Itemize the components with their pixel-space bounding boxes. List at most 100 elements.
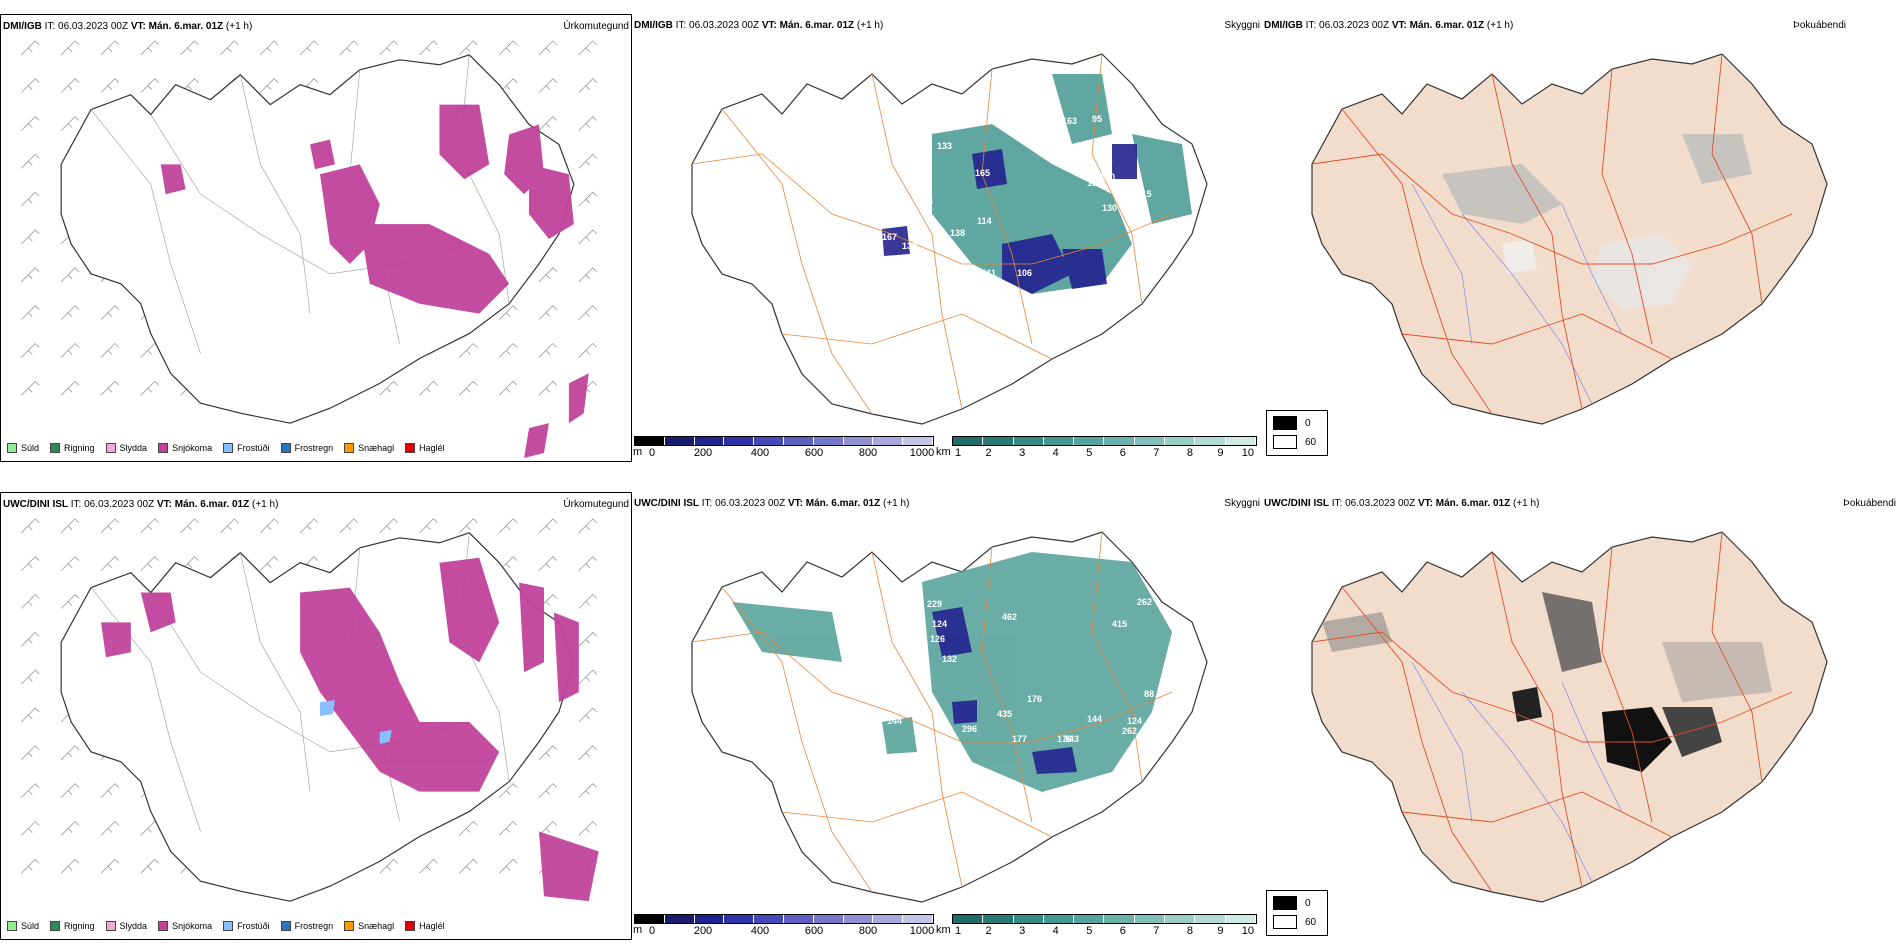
- visibility-ticks: 1 2 3 4 5 6 7 8 9 10: [955, 447, 1254, 459]
- wind-barb-icon: [60, 305, 80, 320]
- wind-barb-icon: [498, 380, 518, 396]
- wind-barb-icon: [180, 78, 199, 93]
- wind-barb-icon: [220, 40, 239, 56]
- wind-barb-icon: [578, 518, 598, 534]
- panel-header: UWC/DINI ISL IT: 06.03.2023 00Z VT: Mán.…: [634, 498, 910, 509]
- coastline: [1311, 53, 1828, 425]
- legend-swatch: [50, 921, 61, 931]
- legend-swatch: [280, 921, 291, 931]
- visibility-scale-bar: [952, 436, 1257, 446]
- road-network: [1311, 53, 1793, 415]
- wind-barb-icon: [538, 267, 558, 283]
- wind-barb-icon: [339, 40, 359, 56]
- visibility-value-label: 111: [982, 268, 996, 278]
- legend-item: Haglél: [405, 443, 445, 453]
- visibility-unit: km: [936, 446, 951, 458]
- visibility-value-label: 130: [902, 241, 917, 251]
- wind-barb-icon: [60, 380, 80, 396]
- visibility-value-label: 118: [1098, 156, 1113, 166]
- precip-type-map: [21, 40, 598, 459]
- cloud-base-areas: [882, 144, 1137, 294]
- legend-item: Slydda: [105, 921, 147, 931]
- legend-item: Slydda: [105, 443, 147, 453]
- visibility-value-label: 176: [1057, 734, 1072, 744]
- wind-barb-icon: [379, 40, 398, 56]
- visibility-scale: km 1 2 3 4 5 6 7 8 9 10: [936, 436, 1257, 460]
- panel-variable-title: Þokuábendi: [1793, 20, 1846, 31]
- wind-barb-icon: [259, 78, 279, 93]
- visibility-value-label: 160: [1100, 172, 1115, 182]
- wind-barb-icon: [60, 593, 80, 609]
- precip-type-legend: Súld Rigning Slydda Snjókoma Frostúði Fr…: [7, 921, 445, 931]
- wind-barb-icon: [21, 191, 40, 207]
- legend-swatch: [105, 921, 116, 931]
- precip-type-map: [21, 518, 599, 902]
- legend-item: Frostúði: [223, 443, 270, 453]
- wind-barb-icon: [21, 518, 40, 534]
- wind-barb-icon: [60, 556, 80, 571]
- wind-barb-icon: [578, 267, 598, 283]
- fog-map: [1311, 53, 1828, 425]
- fog-legend-item: 60: [1273, 915, 1316, 929]
- wind-barb-icon: [459, 518, 478, 534]
- wind-barb-icon: [299, 518, 319, 534]
- legend-swatch: [344, 443, 355, 453]
- wind-barb-icon: [140, 40, 159, 56]
- visibility-value-label: 115: [1137, 189, 1152, 199]
- wind-barb-icon: [100, 518, 120, 534]
- freezing-drizzle-areas: [319, 700, 392, 744]
- fog-swatch: [1273, 435, 1297, 449]
- river-network: [1411, 661, 1623, 883]
- wind-barb-icon: [578, 745, 598, 761]
- wind-barb-icon: [60, 858, 80, 874]
- legend-item: Rigning: [50, 443, 95, 453]
- wind-barb-icon: [578, 669, 598, 685]
- fog-map: [1311, 531, 1828, 903]
- legend-swatch: [50, 443, 61, 453]
- wind-barb-icon: [498, 305, 518, 320]
- wind-barb-icon: [21, 631, 40, 647]
- wind-barb-icon: [140, 342, 159, 358]
- wind-barb-icon: [299, 40, 319, 56]
- wind-barb-icon: [100, 858, 120, 874]
- wind-barb-icon: [180, 518, 199, 534]
- legend-item: Frostregn: [280, 443, 333, 453]
- wind-barb-icon: [60, 342, 80, 358]
- coastline: [60, 532, 575, 902]
- height-scale: m 0 200 400 600 800 1000: [633, 436, 935, 460]
- visibility-value-label: 138: [950, 228, 965, 238]
- wind-barb-icon: [578, 191, 598, 207]
- panel-variable-title: Úrkomutegund: [563, 21, 629, 32]
- wind-barb-icon: [100, 305, 120, 320]
- wind-barb-icon: [21, 707, 40, 723]
- wind-barb-icon: [100, 342, 120, 358]
- wind-barb-icon: [498, 78, 518, 93]
- wind-barb-icon: [100, 78, 120, 93]
- wind-barb-icon: [498, 518, 518, 534]
- legend-swatch: [105, 443, 116, 453]
- wind-barb-icon: [538, 342, 558, 358]
- wind-barb-icon: [60, 115, 80, 131]
- visibility-value-label: 149: [914, 251, 929, 261]
- wind-barb-icon: [538, 305, 558, 320]
- wind-barb-icon: [578, 783, 598, 798]
- wind-barb-icon: [21, 40, 40, 56]
- legend-swatch: [7, 921, 17, 931]
- wind-barb-icon: [379, 858, 398, 874]
- visibility-value-label: 462: [1002, 612, 1017, 622]
- road-network: [1311, 531, 1793, 893]
- height-ticks: 0 200 400 600 800 1000: [648, 447, 935, 459]
- visibility-ticks: 1 2 3 4 5 6 7 8 9 10: [955, 925, 1254, 937]
- wind-barb-icon: [259, 518, 279, 534]
- wind-barb-icon: [538, 78, 558, 93]
- fog-legend-row1: 0 60: [1266, 410, 1328, 456]
- fog-index-areas: [1442, 134, 1752, 309]
- wind-barb-icon: [578, 115, 598, 131]
- panel-header: UWC/DINI ISL IT: 06.03.2023 00Z VT: Mán.…: [3, 499, 279, 510]
- visibility-value-label: 106: [1017, 268, 1032, 278]
- wind-barb-icon: [578, 305, 598, 320]
- panel-header: UWC/DINI ISL IT: 06.03.2023 00Z VT: Mán.…: [1264, 498, 1540, 509]
- visibility-value-label: 262: [1122, 726, 1137, 736]
- panel-variable-title: Skyggni: [1224, 20, 1260, 31]
- wind-barb-icon: [21, 115, 40, 131]
